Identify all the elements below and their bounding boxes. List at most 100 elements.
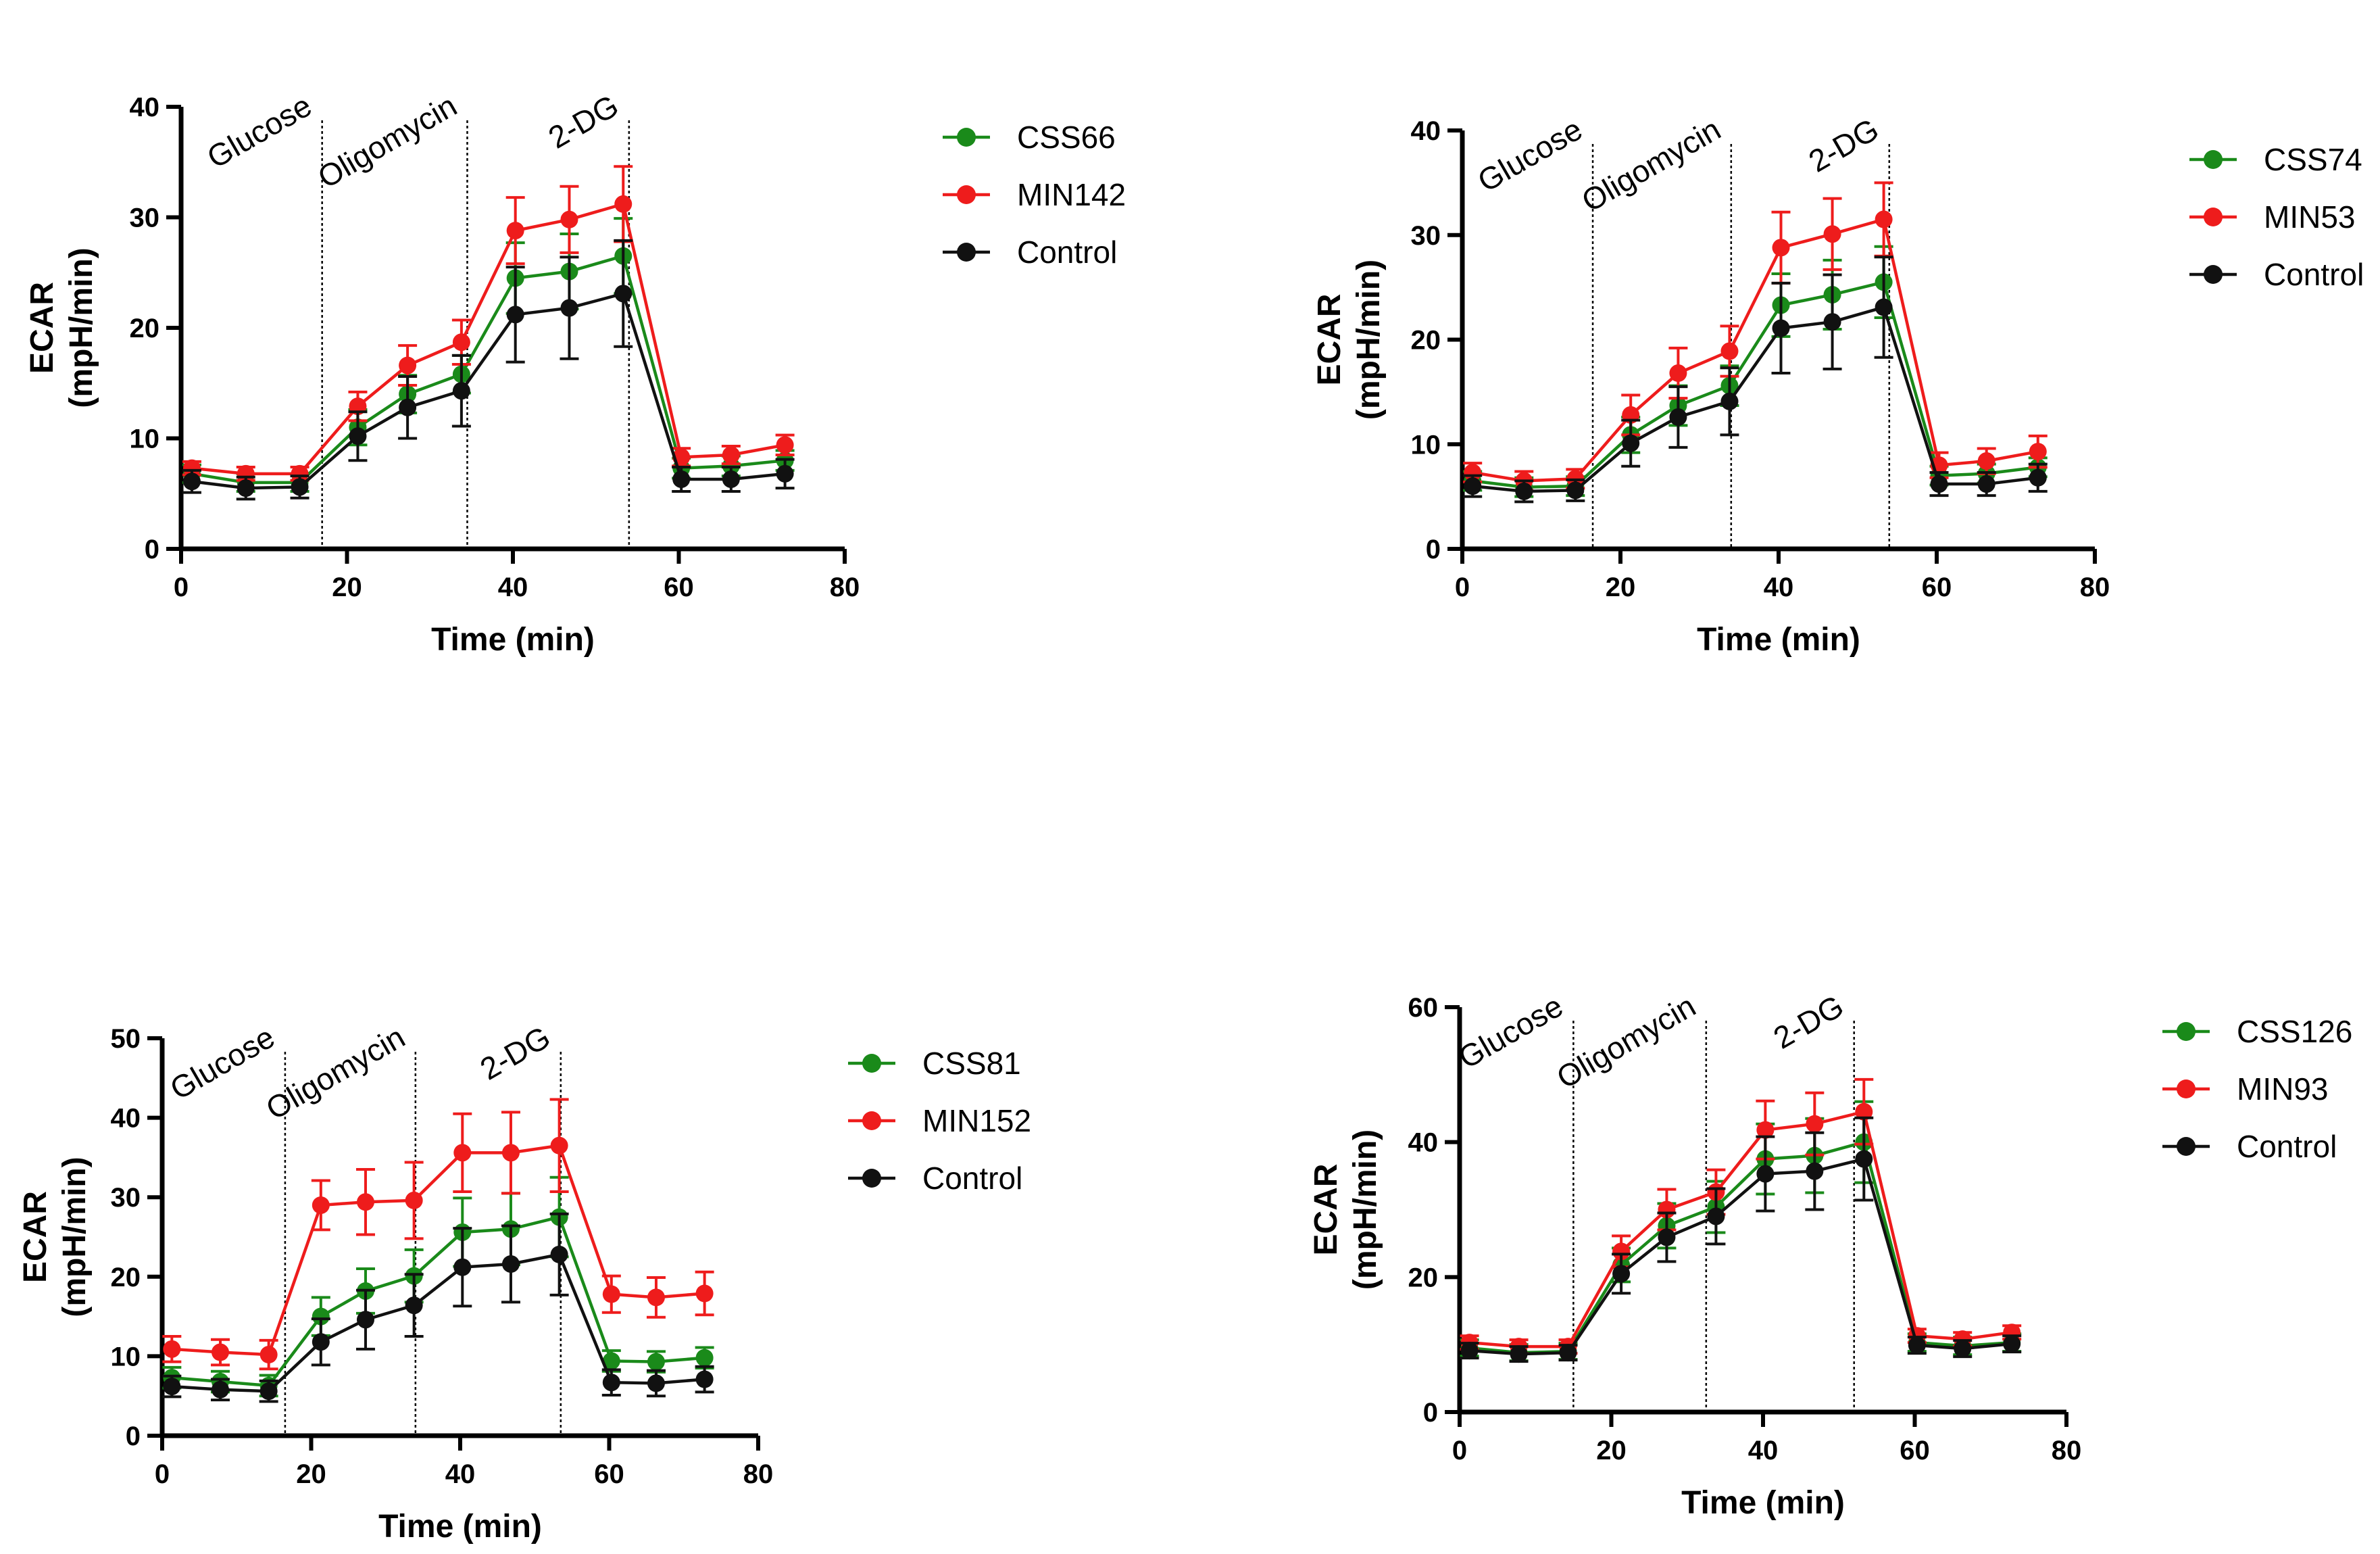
data-point <box>1823 313 1841 331</box>
data-point <box>1622 434 1640 452</box>
data-point <box>1855 1150 1873 1168</box>
data-point <box>399 398 417 416</box>
legend-marker <box>2177 1022 2196 1041</box>
series-Control <box>1463 256 2048 504</box>
y-axis-subtitle: (mpH/min) <box>1347 1130 1383 1290</box>
legend: CSS126 MIN93 Control <box>2162 1014 2352 1164</box>
y-tick-label: 0 <box>1423 1398 1438 1428</box>
data-point <box>1977 452 1995 470</box>
data-point <box>211 1343 229 1361</box>
y-axis-subtitle: (mpH/min) <box>1351 260 1387 420</box>
data-point <box>1658 1228 1676 1246</box>
chart-panel-3: 0 10 20 30 40 50 0 20 40 60 80 Time (min) ECAR (mpH/m… <box>18 1019 1031 1545</box>
y-axis-title: ECAR <box>1308 1163 1344 1255</box>
data-point <box>1977 475 1995 493</box>
series-line <box>191 253 785 485</box>
x-tick-label: 40 <box>445 1459 476 1489</box>
x-tick-label: 0 <box>1452 1436 1467 1465</box>
data-point <box>1823 225 1841 243</box>
data-point <box>291 478 309 496</box>
y-tick-label: 50 <box>111 1024 141 1054</box>
data-point <box>1707 1207 1725 1225</box>
y-axis-title: ECAR <box>1312 293 1347 385</box>
data-point <box>776 464 794 483</box>
data-point <box>211 1380 229 1399</box>
legend-label: MIN142 <box>1017 177 1126 212</box>
data-point <box>1875 210 1893 228</box>
data-point <box>647 1288 665 1307</box>
injection-label: Oligomycin <box>260 1019 411 1127</box>
data-point <box>602 1352 620 1370</box>
series-line <box>191 291 785 490</box>
x-tick-label: 0 <box>1455 573 1470 602</box>
data-point <box>349 427 367 445</box>
data-point <box>1772 319 1790 337</box>
data-point <box>1515 482 1533 500</box>
x-tick-label: 80 <box>2080 573 2110 602</box>
data-point <box>453 1258 472 1276</box>
data-point <box>291 464 309 483</box>
data-point <box>1954 1340 1972 1358</box>
legend-label: Control <box>2264 257 2364 292</box>
legend-marker <box>2204 265 2223 284</box>
data-point <box>312 1307 330 1326</box>
data-point <box>182 472 201 491</box>
y-tick-label: 20 <box>1411 326 1441 356</box>
legend-marker <box>957 185 976 204</box>
x-tick-label: 20 <box>1596 1436 1627 1465</box>
legend-marker <box>957 128 976 147</box>
data-point <box>452 333 470 351</box>
series-line <box>172 1215 705 1388</box>
y-tick-label: 30 <box>130 203 160 233</box>
y-tick-label: 0 <box>126 1422 141 1451</box>
x-axis-title: Time (min) <box>378 1509 542 1545</box>
data-point <box>672 470 691 488</box>
data-point <box>1875 298 1893 316</box>
series-CSS74 <box>1463 245 2048 498</box>
injection-label: 2-DG <box>1803 112 1885 179</box>
y-tick-label: 20 <box>111 1263 141 1292</box>
legend-marker <box>2177 1137 2196 1156</box>
series-line <box>1472 280 2039 489</box>
data-point <box>259 1382 278 1401</box>
legend-label: CSS66 <box>1017 120 1116 155</box>
data-point <box>1566 481 1585 500</box>
legend-label: MIN152 <box>922 1103 1031 1138</box>
series-MIN53 <box>1463 181 2048 492</box>
legend-marker <box>2204 208 2223 226</box>
series-line <box>1469 1157 2012 1356</box>
data-point <box>506 306 524 324</box>
injection-label: 2-DG <box>474 1019 556 1087</box>
data-point <box>452 382 470 400</box>
x-axis-title: Time (min) <box>431 622 595 658</box>
legend-label: CSS74 <box>2264 142 2362 177</box>
data-point <box>182 459 201 477</box>
data-point <box>695 1284 714 1303</box>
x-tick-label: 80 <box>743 1459 774 1489</box>
series-CSS126 <box>1460 1100 2022 1363</box>
legend-label: CSS126 <box>2237 1014 2352 1049</box>
data-point <box>776 436 794 454</box>
data-point <box>237 479 255 497</box>
y-tick-label: 0 <box>145 535 159 564</box>
legend-marker <box>2177 1079 2196 1098</box>
y-tick-label: 40 <box>130 93 160 122</box>
data-point <box>550 1245 568 1263</box>
x-tick-label: 60 <box>1922 573 1952 602</box>
series-line <box>1469 1140 2012 1355</box>
x-tick-label: 40 <box>1748 1436 1779 1465</box>
data-point <box>1772 239 1790 257</box>
data-point <box>453 1144 472 1162</box>
legend: CSS66 MIN142 Control <box>943 120 1126 270</box>
y-tick-label: 10 <box>130 424 160 454</box>
data-point <box>1806 1162 1824 1180</box>
legend-marker <box>862 1169 881 1188</box>
x-tick-label: 20 <box>296 1459 326 1489</box>
y-axis-title: ECAR <box>24 282 60 374</box>
data-point <box>614 195 633 213</box>
legend-marker <box>957 243 976 262</box>
data-point <box>501 1255 520 1273</box>
y-tick-label: 20 <box>1408 1263 1439 1292</box>
legend: CSS74 MIN53 Control <box>2189 142 2364 292</box>
